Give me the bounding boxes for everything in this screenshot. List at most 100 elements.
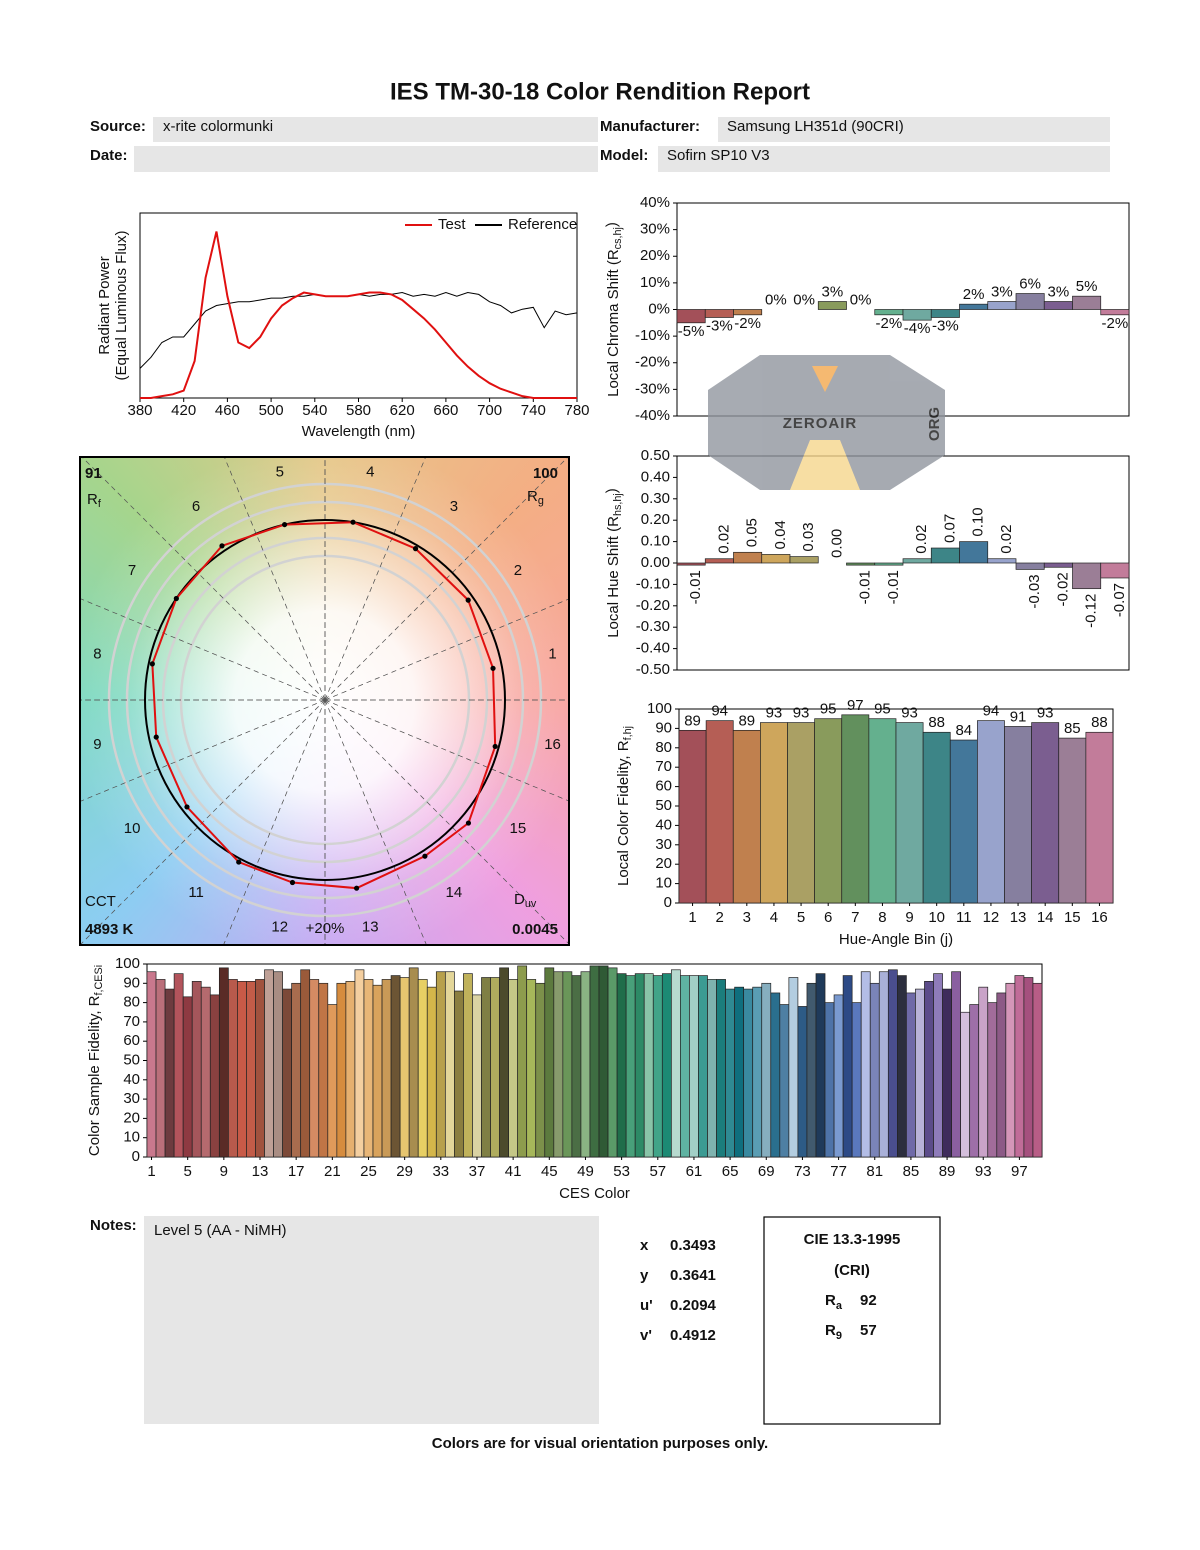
y-tick-label: 100 [115,955,140,972]
bar [942,988,952,1158]
chromaticity-label: x [640,1237,649,1254]
value-label: 3% [991,283,1013,300]
legend-label: Reference [508,216,577,233]
value-label: 84 [955,722,972,739]
bar [363,979,374,1158]
bar [1015,293,1045,310]
y-axis-label: Radiant Power [96,256,113,354]
bar [1031,722,1060,904]
y-tick-label: 10 [123,1129,140,1146]
x-axis-label: CES Color [559,1185,630,1202]
y-axis-label-part: cs,hj [612,227,624,249]
x-tick-label: 460 [215,402,240,419]
bar [833,994,844,1158]
bar [1015,562,1045,570]
bar [851,1002,862,1158]
bar [959,541,989,564]
bar [173,973,184,1158]
bar [273,971,283,1158]
x-tick-label: 85 [903,1163,920,1180]
bar [1043,562,1073,568]
value-label: 97 [847,697,864,714]
y-axis-label-part: f,CESi [93,965,105,996]
bar [1032,982,1043,1158]
watermark-sub: ORG [926,407,943,441]
bar [200,986,211,1158]
bar [698,975,708,1158]
bar [878,971,889,1158]
bar [761,554,791,564]
x-tick-label: 8 [878,909,886,926]
bar [571,975,582,1158]
ring-label: +20% [306,920,345,937]
value-label: 0.02 [715,525,732,554]
test-point [353,885,360,891]
bin-label: 16 [544,736,561,753]
y-axis-label-part: Color Sample Fidelity, R [86,995,103,1156]
y-axis-sublabel: (Equal Luminous Flux) [113,230,130,380]
x-tick-label: 5 [797,909,805,926]
bin-spoke [324,457,426,701]
bar [987,1002,998,1158]
bin-label: 13 [362,919,379,936]
x-tick-label: 89 [939,1163,956,1180]
chromaticity-label: v' [640,1327,652,1344]
x-tick-label: 61 [686,1163,703,1180]
value-label: 5% [1076,278,1098,295]
bar [760,722,788,904]
field-box [134,146,598,172]
x-tick-label: 3 [743,909,751,926]
value-label: 3% [822,283,844,300]
bar [535,982,546,1158]
cri-subtitle: (CRI) [834,1262,870,1279]
spectrum-line [140,231,577,399]
bar [743,988,754,1158]
reference-circle [144,519,506,881]
notes-label: Notes: [90,1217,137,1234]
test-point [490,665,496,671]
y-tick-label: 0.00 [641,554,670,571]
y-axis-label: Local Color Fidelity, Rf,hj [615,726,634,886]
bar [734,986,745,1158]
cri-symbol-sub: 9 [836,1330,842,1342]
y-tick-label: 80 [123,994,140,1011]
value-label: 93 [766,705,783,722]
field-value: Sofirn SP10 V3 [667,147,770,164]
bar [869,982,880,1158]
y-tick-label: -0.30 [636,618,670,635]
y-tick-label: 30 [655,836,672,853]
watermark-text: ZEROAIR [783,415,858,432]
x-tick-label: 21 [324,1163,341,1180]
bar [652,975,663,1158]
field-label: Source: [90,118,146,135]
bar [454,990,464,1158]
x-tick-label: 65 [722,1163,739,1180]
bar [824,1002,835,1158]
watermark-icon [812,366,838,392]
value-label: -0.07 [1111,583,1128,617]
x-tick-label: 5 [184,1163,192,1180]
value-label: 94 [711,703,728,720]
value-label: -0.01 [857,570,874,604]
y-tick-label: -0.10 [636,575,670,592]
bar [164,988,175,1158]
field-label: Date: [90,147,128,164]
bar [987,558,1017,564]
rf-symbol-part: R [87,491,98,508]
bar [517,965,528,1158]
bar [960,1011,971,1158]
chromaticity-value: 0.3641 [670,1267,716,1284]
x-tick-label: 1 [688,909,696,926]
x-tick-label: 1 [147,1163,155,1180]
value-label: -0.01 [687,570,704,604]
cri-value: 57 [860,1322,877,1339]
bin-spoke [324,457,569,701]
y-tick-label: -10% [635,327,670,344]
bar [868,718,897,904]
bin-label: 8 [93,646,101,663]
bin-label: 7 [128,562,136,579]
bin-spoke [80,598,326,701]
y-tick-label: 70 [655,758,672,775]
bar [490,977,500,1158]
